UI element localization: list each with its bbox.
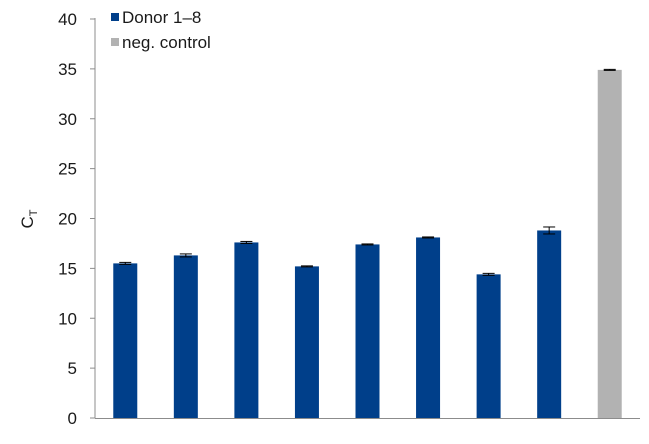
legend-label: neg. control: [122, 33, 211, 52]
bar: [537, 230, 562, 418]
bar: [355, 244, 380, 418]
bar: [113, 263, 138, 418]
y-axis-label: CT: [18, 209, 40, 228]
y-tick-label: 0: [68, 409, 77, 428]
y-axis-ticks: 0 5 10 15 20 25 30 35 40: [58, 10, 95, 428]
bar: [294, 266, 319, 418]
y-tick-label: 40: [58, 10, 77, 29]
y-tick-label: 20: [58, 210, 77, 229]
error-bars: [119, 68, 616, 276]
legend-swatch: [111, 13, 119, 21]
bars: [113, 69, 622, 418]
y-tick-label: 35: [58, 60, 77, 79]
legend-label: Donor 1–8: [122, 8, 201, 27]
bar: [597, 69, 622, 418]
y-tick-label: 10: [58, 309, 77, 328]
y-tick-label: 5: [68, 359, 77, 378]
legend-swatch: [111, 38, 119, 46]
bar: [173, 255, 198, 418]
bar: [476, 274, 501, 418]
bar: [234, 242, 259, 418]
y-axis-label-subscript: T: [28, 209, 40, 216]
legend: Donor 1–8 neg. control: [111, 8, 211, 52]
bar: [416, 237, 441, 418]
y-tick-label: 25: [58, 160, 77, 179]
y-axis-label-main: C: [18, 216, 37, 228]
y-tick-label: 15: [58, 259, 77, 278]
y-tick-label: 30: [58, 110, 77, 129]
